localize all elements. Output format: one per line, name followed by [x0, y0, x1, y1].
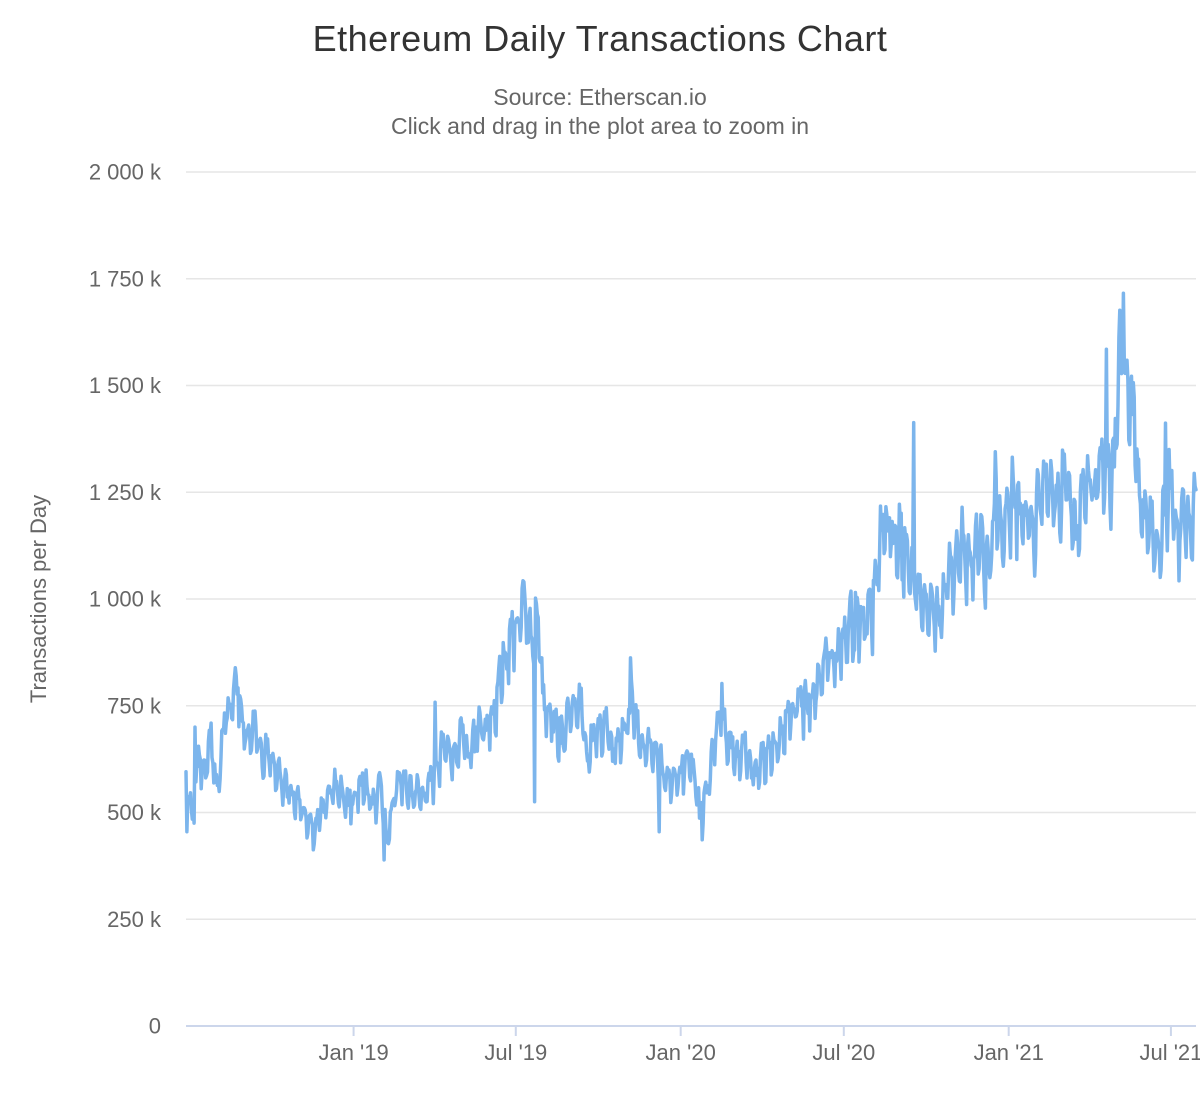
y-axis-label: 1 500 k — [89, 373, 162, 398]
chart-subtitle-hint: Click and drag in the plot area to zoom … — [390, 113, 810, 139]
chart-title: Ethereum Daily Transactions Chart — [312, 18, 888, 59]
x-axis-label: Jul '21 — [1139, 1040, 1200, 1065]
y-axis-title: Transactions per Day — [26, 495, 51, 703]
x-axis-label: Jul '19 — [484, 1040, 547, 1065]
y-axis-label: 1 000 k — [89, 587, 162, 612]
chart-subtitle-source: Source: Etherscan.io — [493, 84, 707, 110]
y-axis-label: 250 k — [107, 907, 162, 932]
transactions-series-line — [184, 291, 1198, 862]
y-axis-label: 0 — [149, 1014, 161, 1039]
x-axis-label: Jan '19 — [318, 1040, 388, 1065]
y-axis-label: 2 000 k — [89, 160, 162, 185]
plot-area[interactable] — [186, 172, 1196, 1026]
x-axis-label: Jan '21 — [974, 1040, 1044, 1065]
x-axis-label: Jan '20 — [646, 1040, 716, 1065]
y-axis-label: 750 k — [107, 693, 162, 718]
y-axis-label: 1 250 k — [89, 480, 162, 505]
y-axis-label: 500 k — [107, 800, 162, 825]
x-axis-label: Jul '20 — [812, 1040, 875, 1065]
y-axis-label: 1 750 k — [89, 266, 162, 291]
